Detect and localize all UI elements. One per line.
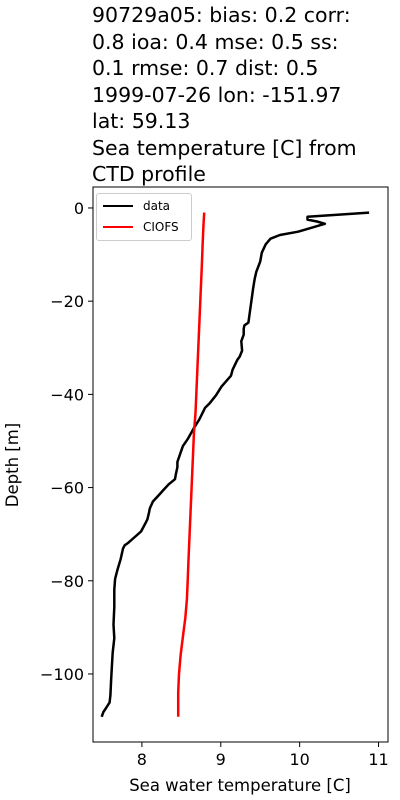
legend-entry-ciofs: CIOFS xyxy=(103,218,179,236)
y-tick-label: −80 xyxy=(50,572,84,591)
title-line: 90729a05: bias: 0.2 corr: xyxy=(92,3,351,27)
x-tick-label: 8 xyxy=(137,750,147,769)
title-line: 1999-07-26 lon: -151.97 xyxy=(92,82,342,107)
title-line: 0.8 ioa: 0.4 mse: 0.5 ss: xyxy=(92,29,339,54)
y-tick-label: −40 xyxy=(50,385,84,404)
series-line-data xyxy=(100,211,370,718)
x-axis-label: Sea water temperature [C] xyxy=(129,776,351,795)
legend: data CIOFS xyxy=(96,193,192,241)
legend-swatch-data xyxy=(103,205,133,207)
x-tick-label: 11 xyxy=(368,750,388,769)
x-tick-label: 10 xyxy=(289,750,309,769)
y-tick-label: −60 xyxy=(50,479,84,498)
legend-entry-data: data xyxy=(103,197,170,215)
legend-label-data: data xyxy=(143,199,171,213)
series-layer xyxy=(100,211,370,718)
y-tick-label: 0 xyxy=(74,199,84,218)
title-line: 0.1 rmse: 0.7 dist: 0.5 xyxy=(92,56,319,80)
y-tick-label: −100 xyxy=(40,665,84,684)
chart-title: 90729a05: bias: 0.2 corr: 0.8 ioa: 0.4 m… xyxy=(92,2,398,188)
x-tick-label: 9 xyxy=(216,750,226,769)
legend-swatch-ciofs xyxy=(103,226,133,228)
title-line: CTD profile xyxy=(92,162,206,186)
title-line: lat: 59.13 xyxy=(92,109,191,133)
y-tick-label: −20 xyxy=(50,292,84,311)
legend-label-ciofs: CIOFS xyxy=(143,220,179,234)
title-line: Sea temperature [C] from xyxy=(92,135,357,160)
tick-layer: 8 9 10 11 0 −20 −40 −60 −80 −100 xyxy=(40,199,389,769)
y-axis-label: Depth [m] xyxy=(3,423,22,507)
plot-frame xyxy=(92,186,389,743)
series-line-ciofs xyxy=(176,212,206,717)
